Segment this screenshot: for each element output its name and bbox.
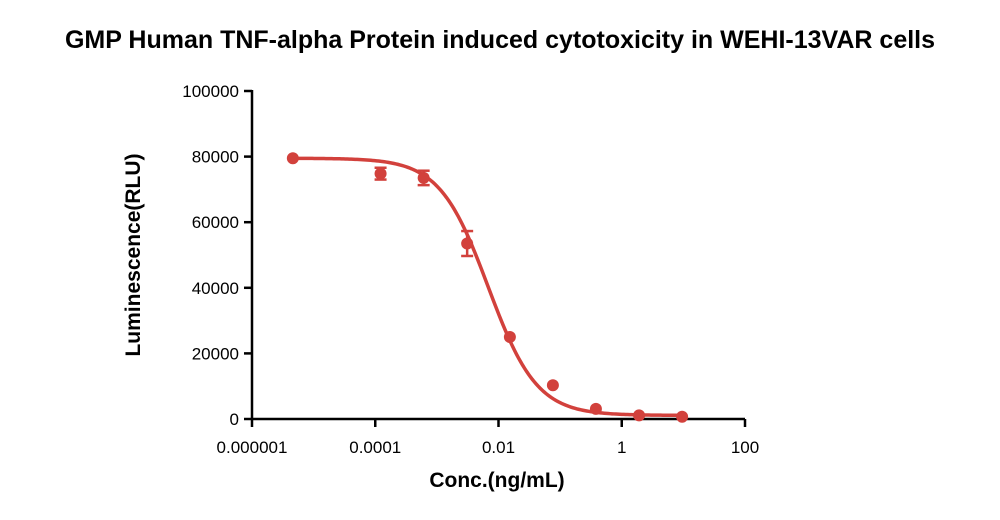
y-tick-label: 0 bbox=[230, 410, 239, 429]
x-tick-label: 0.000001 bbox=[217, 438, 288, 457]
x-tick-label: 0.01 bbox=[482, 438, 515, 457]
data-point bbox=[461, 237, 474, 250]
data-point bbox=[589, 402, 602, 415]
data-point bbox=[633, 409, 646, 422]
y-tick-label: 80000 bbox=[192, 148, 239, 167]
y-tick-label: 20000 bbox=[192, 344, 239, 363]
y-tick-label: 100000 bbox=[182, 82, 239, 101]
x-axis-label: Conc.(ng/mL) bbox=[429, 469, 564, 492]
fit-curve-layer bbox=[292, 156, 683, 418]
data-point bbox=[503, 331, 516, 343]
data-point bbox=[676, 410, 689, 423]
data-point bbox=[374, 167, 387, 180]
data-point bbox=[417, 171, 430, 184]
data-points-layer bbox=[286, 152, 689, 423]
y-tick-label: 60000 bbox=[192, 213, 239, 232]
data-point bbox=[286, 152, 299, 165]
chart-title: GMP Human TNF-alpha Protein induced cyto… bbox=[64, 26, 936, 54]
y-tick-label: 40000 bbox=[192, 279, 239, 298]
fit-curve bbox=[292, 156, 683, 418]
x-tick-label: 1 bbox=[617, 438, 626, 457]
x-tick-label: 0.0001 bbox=[349, 438, 401, 457]
data-point bbox=[546, 379, 559, 392]
x-tick-label: 100 bbox=[731, 438, 759, 457]
axes: 0.000001 0.0001 0.01 1 100 0 20000 40000 60000 80… bbox=[182, 82, 759, 457]
y-axis-label: Luminescence(RLU) bbox=[122, 153, 145, 356]
